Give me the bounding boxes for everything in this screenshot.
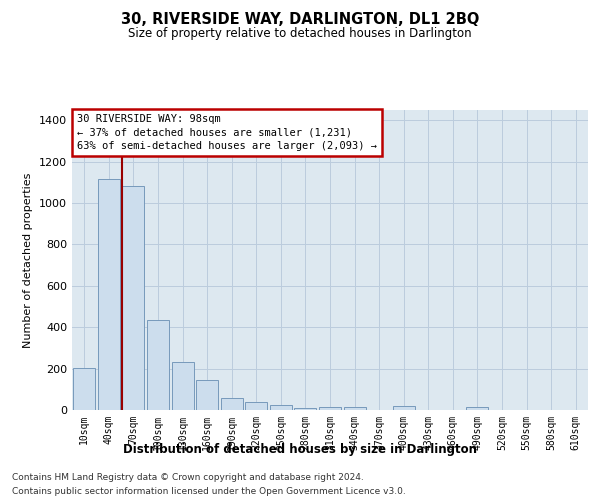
Bar (392, 406, 415, 410)
Text: Contains public sector information licensed under the Open Government Licence v3: Contains public sector information licen… (12, 488, 406, 496)
Bar (122, 186, 145, 410)
Bar (196, 380, 218, 410)
Text: 30, RIVERSIDE WAY, DARLINGTON, DL1 2BQ: 30, RIVERSIDE WAY, DARLINGTON, DL1 2BQ (121, 12, 479, 28)
Y-axis label: Number of detached properties: Number of detached properties (23, 172, 34, 348)
Text: Distribution of detached houses by size in Darlington: Distribution of detached houses by size … (123, 442, 477, 456)
Bar (466, 407, 488, 410)
Bar (319, 407, 341, 410)
Text: Contains HM Land Registry data © Crown copyright and database right 2024.: Contains HM Land Registry data © Crown c… (12, 472, 364, 482)
Bar (98, 180, 120, 410)
Bar (245, 402, 268, 410)
Bar (73, 368, 95, 410)
Bar (344, 407, 365, 410)
Bar (221, 398, 243, 410)
Bar (270, 405, 292, 410)
Text: 30 RIVERSIDE WAY: 98sqm
← 37% of detached houses are smaller (1,231)
63% of semi: 30 RIVERSIDE WAY: 98sqm ← 37% of detache… (77, 114, 377, 151)
Text: Size of property relative to detached houses in Darlington: Size of property relative to detached ho… (128, 28, 472, 40)
Bar (147, 320, 169, 410)
Bar (295, 408, 316, 410)
Bar (172, 362, 194, 410)
